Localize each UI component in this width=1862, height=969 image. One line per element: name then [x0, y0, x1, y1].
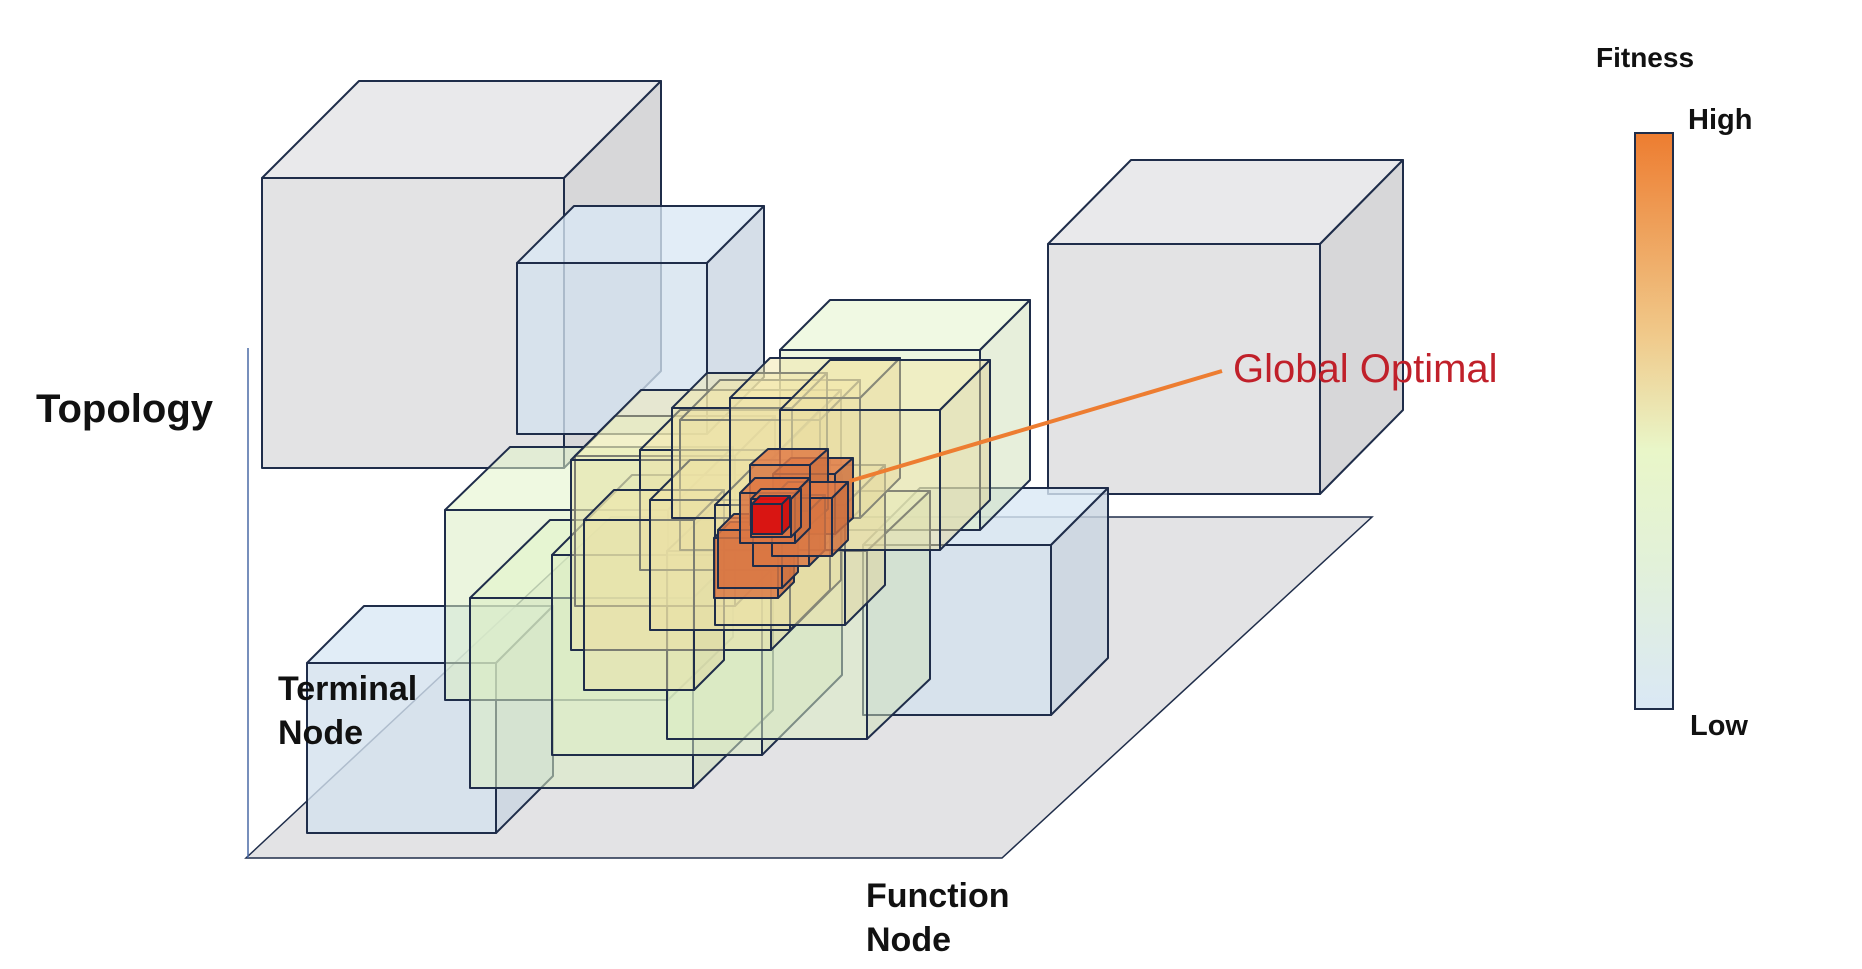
function-node-label: Function Node — [866, 877, 1010, 959]
topology-axis-label: Topology — [36, 387, 213, 431]
fitness-legend-bar — [1634, 132, 1674, 710]
global-optimal-label: Global Optimal — [1233, 347, 1498, 391]
box-14-front — [583, 519, 695, 691]
terminal-node-label: Terminal Node — [278, 670, 418, 752]
global-optimal-pointer — [849, 369, 1223, 483]
box-3-front — [306, 662, 497, 834]
box-27-side — [790, 488, 802, 538]
legend-high-label: High — [1688, 104, 1753, 136]
box-1-front — [1047, 243, 1321, 495]
legend-title: Fitness — [1596, 42, 1695, 73]
box-28-side — [781, 495, 791, 535]
box-2-front — [516, 262, 708, 435]
box-28-front — [751, 503, 783, 535]
legend-low-label: Low — [1690, 710, 1748, 742]
search-space-boxes — [261, 80, 1404, 834]
